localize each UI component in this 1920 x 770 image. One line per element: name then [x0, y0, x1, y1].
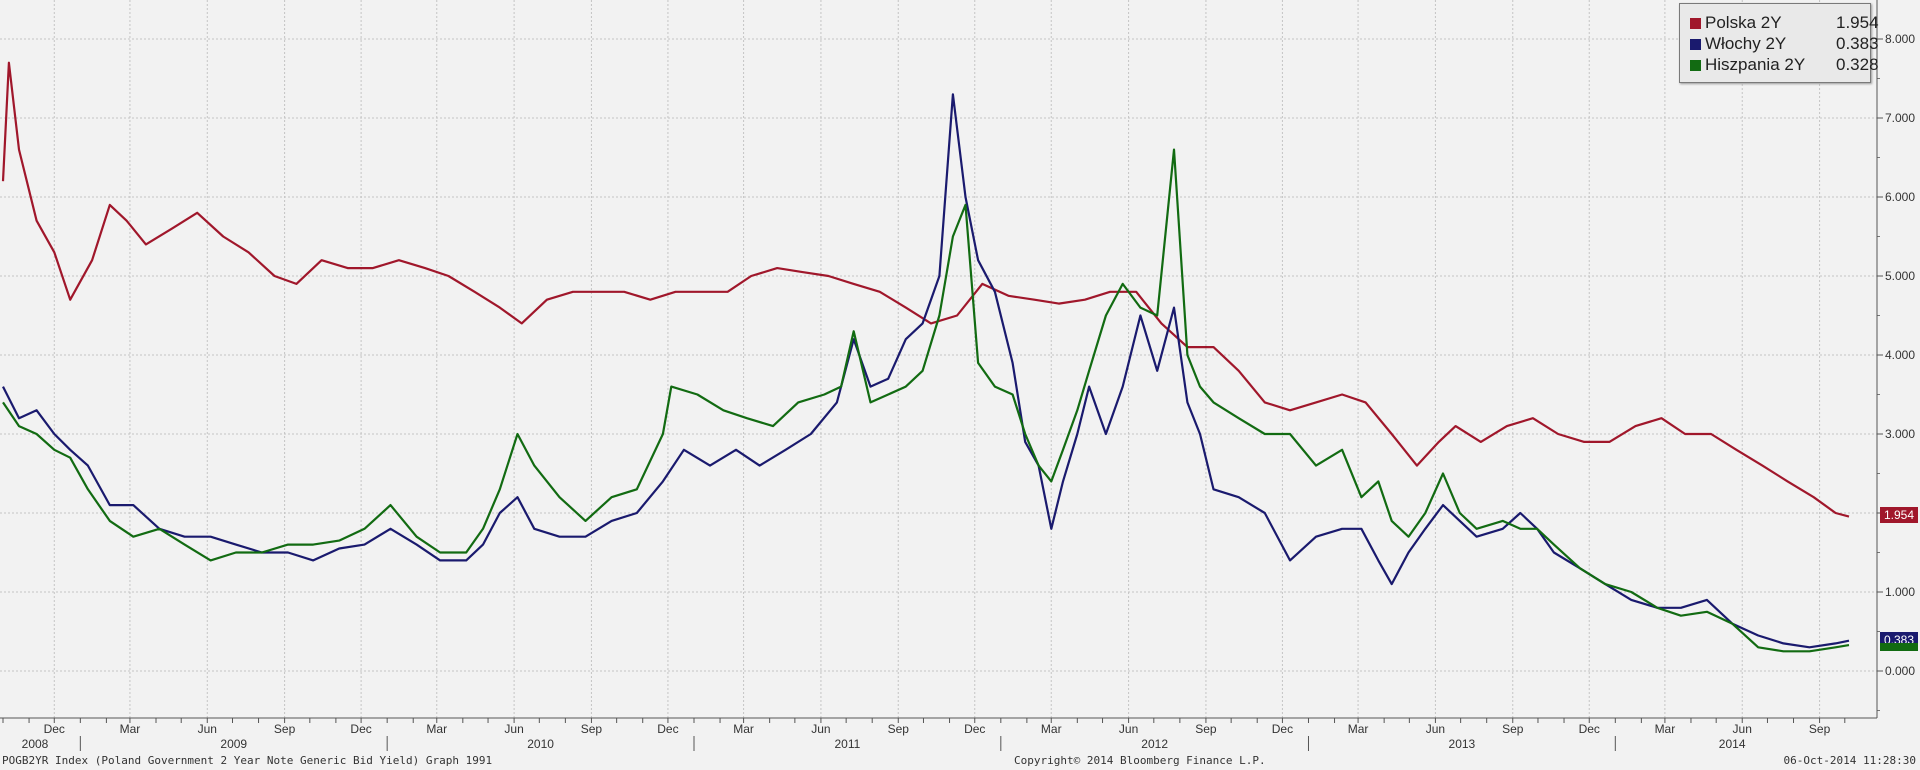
- x-month-label: Dec: [964, 722, 985, 736]
- y-tick-label: 7.000: [1885, 111, 1915, 125]
- legend-swatch-polska: [1690, 18, 1701, 29]
- y-tick-label: 6.000: [1885, 190, 1915, 204]
- x-month-label: Dec: [1272, 722, 1293, 736]
- chart-legend: Polska 2Y 1.954 Włochy 2Y 0.383 Hiszpani…: [1679, 3, 1879, 83]
- plot-area: [0, 0, 1877, 718]
- legend-value-polska: 1.954: [1836, 13, 1879, 32]
- footer-copyright: Copyright© 2014 Bloomberg Finance L.P.: [1014, 754, 1266, 767]
- x-month-label: Dec: [657, 722, 678, 736]
- x-month-label: Sep: [1195, 722, 1217, 736]
- y-tick-label: 3.000: [1885, 427, 1915, 441]
- x-year-label: 2009: [220, 737, 247, 751]
- series-line-polska: [1, 61, 1850, 518]
- last-value-tag-polska: 1.954: [1880, 507, 1918, 523]
- y-tick-label: 4.000: [1885, 348, 1915, 362]
- x-month-label: Dec: [1579, 722, 1600, 736]
- x-year-label: 2014: [1719, 737, 1746, 751]
- x-year-label: 2010: [527, 737, 554, 751]
- x-month-label: Mar: [1655, 722, 1676, 736]
- footer-timestamp: 06-Oct-2014 11:28:30: [1783, 754, 1916, 767]
- y-tick-label: 5.000: [1885, 269, 1915, 283]
- x-month-label: Sep: [274, 722, 296, 736]
- x-month-label: Mar: [120, 722, 141, 736]
- x-month-label: Mar: [733, 722, 754, 736]
- legend-value-hiszpania: 0.328: [1836, 55, 1879, 74]
- legend-value-wlochy: 0.383: [1836, 34, 1879, 53]
- x-year-label: 2011: [834, 737, 860, 751]
- x-month-label: Sep: [1502, 722, 1524, 736]
- footer-index-description: POGB2YR Index (Poland Government 2 Year …: [2, 754, 493, 767]
- legend-swatch-wlochy: [1690, 39, 1701, 50]
- x-year-label: 2012: [1141, 737, 1168, 751]
- x-month-label: Mar: [1348, 722, 1369, 736]
- y-tick-label: 1.000: [1885, 585, 1915, 599]
- x-month-label: Dec: [44, 722, 65, 736]
- x-month-label: Jun: [1426, 722, 1445, 736]
- x-year-label: 2008: [22, 737, 49, 751]
- x-month-label: Sep: [581, 722, 603, 736]
- x-month-label: Jun: [1119, 722, 1138, 736]
- legend-label-polska: Polska 2Y: [1705, 13, 1782, 32]
- series-line-hiszpania: [2, 148, 1850, 653]
- legend-swatch-hiszpania: [1690, 60, 1701, 71]
- x-month-label: Jun: [198, 722, 217, 736]
- x-month-label: Sep: [1809, 722, 1831, 736]
- x-month-label: Mar: [1041, 722, 1062, 736]
- x-year-label: 2013: [1449, 737, 1476, 751]
- x-month-label: Jun: [504, 722, 523, 736]
- legend-label-wlochy: Włochy 2Y: [1705, 34, 1787, 53]
- x-month-label: Sep: [888, 722, 910, 736]
- x-month-label: Jun: [811, 722, 830, 736]
- legend-label-hiszpania: Hiszpania 2Y: [1705, 55, 1806, 74]
- y-tick-label: 0.000: [1885, 664, 1915, 678]
- x-month-label: Jun: [1733, 722, 1752, 736]
- x-month-label: Mar: [426, 722, 447, 736]
- x-month-label: Dec: [350, 722, 371, 736]
- last-value-tag-hiszpania: [1880, 643, 1918, 651]
- y-tick-label: 8.000: [1885, 32, 1915, 46]
- series-line-wlochy: [2, 93, 1850, 649]
